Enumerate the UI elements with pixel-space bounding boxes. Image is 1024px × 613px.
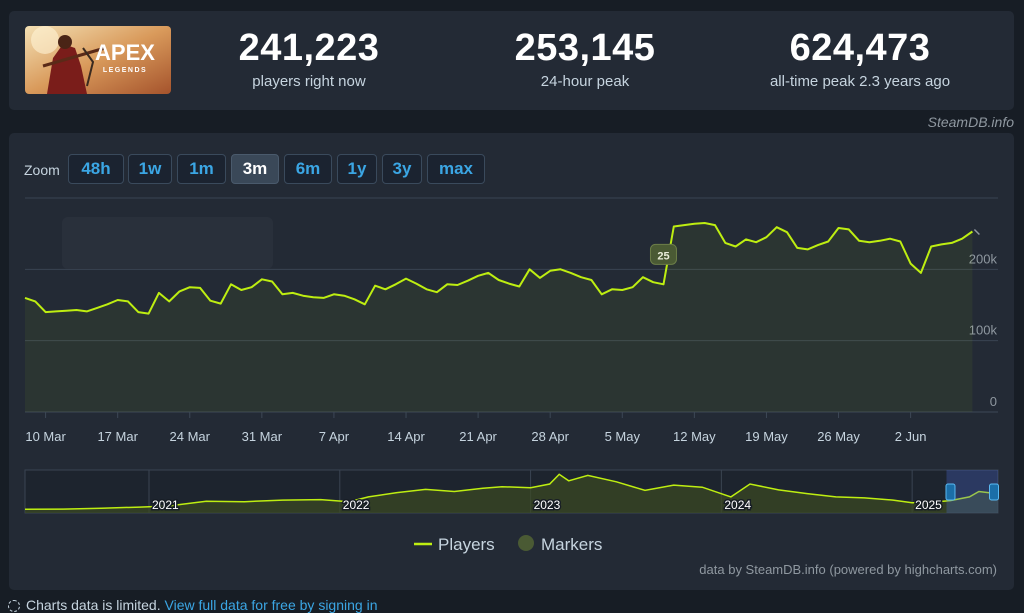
apex-legends-logo[interactable]: APEX LEGENDS — [25, 26, 171, 94]
stat-current-label: players right now — [252, 73, 366, 90]
marker-label: 25 — [657, 250, 669, 262]
navigator-year-label: 2024 — [724, 498, 751, 512]
legend-players-label[interactable]: Players — [438, 535, 495, 554]
navigator-area — [25, 474, 998, 513]
y-tick-label: 100k — [969, 323, 998, 338]
footer-note: Charts data is limited. View full data f… — [8, 597, 377, 613]
x-tick-label: 5 May — [605, 429, 641, 444]
zoom-48h-button[interactable]: 48h — [68, 154, 124, 184]
logo-subtext: LEGENDS — [103, 67, 147, 74]
legend-markers-label[interactable]: Markers — [541, 535, 602, 554]
steamdb-watermark[interactable]: SteamDB.info — [927, 114, 1014, 130]
navigator-handle[interactable] — [989, 483, 999, 501]
stat-24h-value: 253,145 — [514, 27, 656, 69]
zoom-label: Zoom — [24, 162, 60, 178]
sign-in-link[interactable]: View full data for free by signing in — [164, 597, 378, 613]
navigator-year-label: 2023 — [534, 498, 561, 512]
x-tick-label: 2 Jun — [895, 429, 927, 444]
stat-current-value: 241,223 — [238, 27, 380, 69]
x-tick-label: 12 May — [673, 429, 716, 444]
x-tick-label: 10 Mar — [25, 429, 66, 444]
info-icon — [8, 600, 20, 613]
players-area — [25, 223, 973, 412]
y-tick-label: 200k — [969, 251, 998, 266]
stat-alltime-value: 624,473 — [789, 27, 931, 69]
x-tick-label: 17 Mar — [97, 429, 138, 444]
players-line[interactable] — [24, 222, 973, 315]
navigator-year-label: 2025 — [915, 498, 942, 512]
legend-markers-swatch[interactable] — [518, 535, 534, 551]
zoom-1w-button[interactable]: 1w — [128, 154, 172, 184]
x-tick-label: 19 May — [745, 429, 788, 444]
zoom-1y-button[interactable]: 1y — [337, 154, 377, 184]
stats-bar: APEX LEGENDS 241,223 players right now 2… — [9, 11, 1014, 110]
x-tick-label: 21 Apr — [459, 429, 497, 444]
stat-all-time-peak: 624,473 all-time peak 2.3 years ago — [749, 27, 971, 90]
navigator-handle[interactable] — [945, 483, 956, 501]
logo-text: APEX — [95, 40, 155, 65]
marker-flag[interactable] — [649, 243, 677, 265]
x-tick-label: 14 Apr — [387, 429, 425, 444]
navigator-year-label: 2022 — [343, 498, 370, 512]
stat-24h-label: 24-hour peak — [540, 73, 630, 90]
x-tick-label: 28 Apr — [531, 429, 569, 444]
stat-24h-peak: 253,145 24-hour peak — [495, 27, 675, 90]
stat-alltime-label: all-time peak 2.3 years ago — [769, 73, 951, 90]
zoom-6m-button[interactable]: 6m — [284, 154, 332, 184]
line-end-marker — [973, 228, 980, 236]
y-tick-label: 0 — [990, 394, 997, 409]
stat-current: 241,223 players right now — [219, 27, 399, 90]
chart-credits[interactable]: data by SteamDB.info (powered by highcha… — [699, 562, 997, 577]
zoom-3m-button[interactable]: 3m — [231, 154, 279, 184]
tooltip-ghost — [62, 217, 273, 269]
zoom-1m-button[interactable]: 1m — [177, 154, 226, 184]
navigator-line — [24, 473, 999, 510]
navigator-year-label: 2021 — [152, 498, 179, 512]
x-tick-label: 24 Mar — [170, 429, 211, 444]
x-tick-label: 26 May — [817, 429, 860, 444]
footer-note-text: Charts data is limited. — [26, 597, 161, 613]
chart-panel — [9, 133, 1014, 590]
zoom-max-button[interactable]: max — [427, 154, 485, 184]
zoom-3y-button[interactable]: 3y — [382, 154, 422, 184]
x-tick-label: 7 Apr — [319, 429, 350, 444]
x-tick-label: 31 Mar — [242, 429, 283, 444]
